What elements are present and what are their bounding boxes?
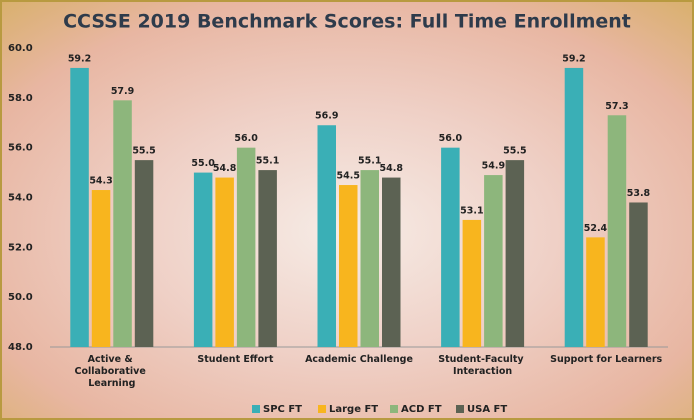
value-label: 56.0 [234, 133, 258, 144]
legend-swatch [390, 405, 398, 413]
value-label: 55.0 [191, 158, 215, 169]
y-tick-label: 50.0 [8, 292, 33, 303]
legend-label: Large FT [329, 404, 378, 415]
x-tick-label: Student-Faculty Interaction [438, 354, 527, 377]
chart-title: CCSSE 2019 Benchmark Scores: Full Time E… [63, 11, 631, 33]
bar [317, 125, 336, 347]
bar [607, 115, 627, 348]
y-tick-label: 60.0 [8, 43, 33, 54]
value-label: 54.5 [337, 171, 360, 182]
bar [134, 160, 154, 347]
x-tick-label: Student Effort [197, 354, 273, 365]
value-label: 59.2 [562, 53, 585, 64]
bar [70, 67, 89, 347]
value-label: 57.3 [605, 101, 628, 112]
bar [505, 160, 525, 347]
bar [629, 202, 648, 347]
bar [586, 237, 605, 347]
value-label: 55.1 [358, 156, 381, 167]
bar [236, 147, 256, 347]
value-label: 59.2 [68, 53, 91, 64]
y-tick-label: 52.0 [8, 242, 33, 253]
x-tick-label: Active & Collaborative Learning [75, 354, 150, 389]
value-label: 56.9 [315, 111, 338, 122]
legend-swatch [252, 405, 260, 413]
y-tick-label: 54.0 [8, 193, 33, 204]
legend-label: USA FT [467, 404, 507, 415]
y-tick-label: 56.0 [8, 143, 33, 154]
value-label: 53.1 [460, 205, 483, 216]
value-label: 57.9 [111, 86, 134, 97]
value-label: 54.8 [380, 163, 404, 174]
bar [484, 175, 503, 347]
value-label: 54.3 [89, 176, 112, 187]
bar [258, 170, 277, 347]
bar [441, 147, 460, 347]
value-label: 53.8 [627, 188, 651, 199]
value-label: 54.9 [482, 161, 505, 172]
value-label: 54.8 [213, 163, 237, 174]
y-tick-label: 48.0 [8, 342, 33, 353]
value-label: 55.5 [503, 146, 526, 157]
value-label: 52.4 [584, 223, 608, 234]
bar [360, 170, 379, 347]
legend-swatch [456, 405, 464, 413]
legend-swatch [318, 405, 326, 413]
value-label: 56.0 [439, 133, 463, 144]
bar [193, 172, 213, 347]
legend-label: ACD FT [401, 404, 442, 415]
bar [339, 185, 358, 347]
x-tick-label: Support for Learners [550, 354, 662, 365]
value-label: 55.1 [256, 156, 279, 167]
value-label: 55.5 [132, 146, 155, 157]
bar [91, 190, 111, 347]
y-tick-label: 58.0 [8, 93, 33, 104]
x-tick-label: Academic Challenge [305, 354, 413, 365]
bar [462, 219, 482, 347]
bar [564, 67, 584, 347]
bar [113, 100, 132, 347]
bar [382, 177, 401, 347]
legend-label: SPC FT [263, 404, 302, 415]
bar [215, 177, 234, 347]
